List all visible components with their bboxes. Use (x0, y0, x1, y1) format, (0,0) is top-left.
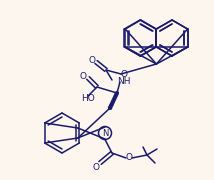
Text: O: O (79, 71, 86, 80)
Text: O: O (92, 163, 100, 172)
Text: NH: NH (117, 76, 131, 86)
Text: O: O (120, 69, 128, 78)
Text: O: O (89, 55, 95, 64)
Text: O: O (125, 152, 132, 161)
Text: N: N (102, 129, 108, 138)
Text: HO: HO (81, 93, 95, 102)
